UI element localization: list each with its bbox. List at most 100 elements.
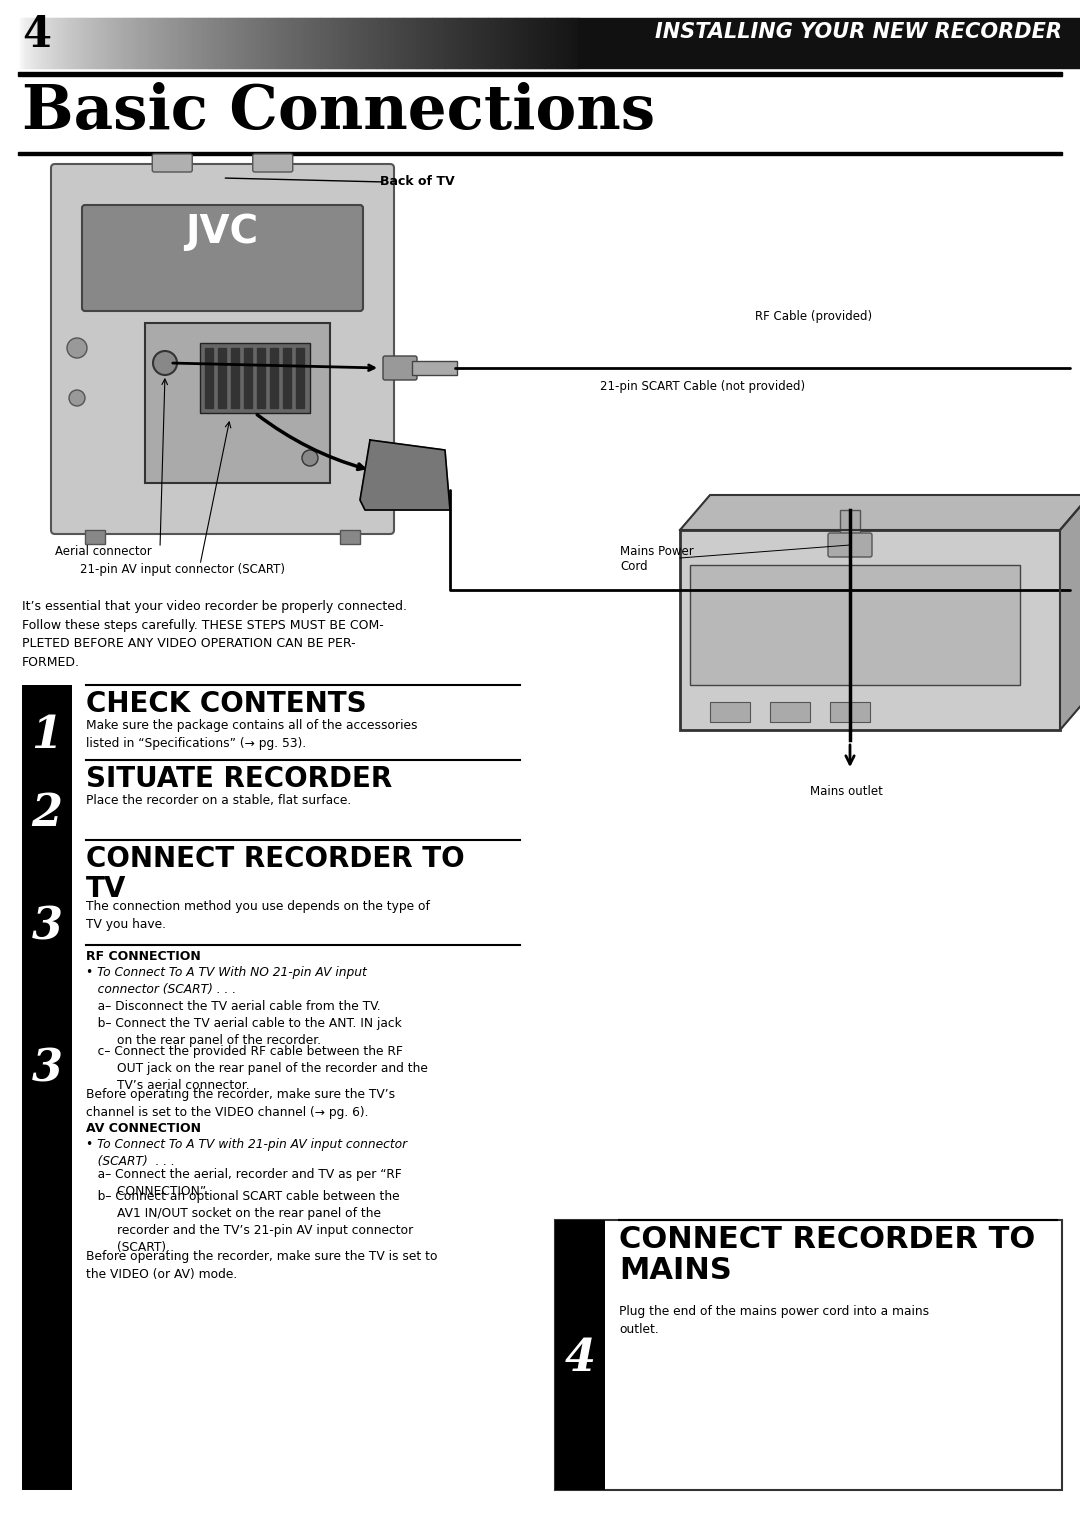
Bar	[219, 18, 222, 69]
Bar	[552, 18, 555, 69]
Bar	[414, 18, 417, 69]
Bar	[328, 18, 330, 69]
Bar	[710, 702, 750, 722]
Bar	[770, 702, 810, 722]
Bar	[513, 18, 515, 69]
Bar	[363, 18, 366, 69]
Bar	[390, 18, 392, 69]
Text: Before operating the recorder, make sure the TV’s
channel is set to the VIDEO ch: Before operating the recorder, make sure…	[86, 1088, 395, 1119]
Polygon shape	[1059, 494, 1080, 729]
Text: c– Connect the provided RF cable between the RF
        OUT jack on the rear pan: c– Connect the provided RF cable between…	[86, 1045, 428, 1093]
Bar	[89, 18, 92, 69]
Bar	[546, 18, 549, 69]
Bar	[408, 18, 411, 69]
Bar	[87, 18, 90, 69]
Bar	[503, 18, 507, 69]
Text: 3: 3	[31, 905, 63, 948]
Bar	[498, 18, 501, 69]
Bar	[332, 18, 335, 69]
Bar	[455, 18, 458, 69]
FancyBboxPatch shape	[828, 533, 872, 557]
Bar	[76, 18, 79, 69]
Bar	[486, 18, 489, 69]
Bar	[377, 18, 379, 69]
Bar	[514, 18, 517, 69]
Bar	[100, 18, 103, 69]
Bar	[534, 18, 536, 69]
Bar	[55, 18, 58, 69]
Text: a– Connect the aerial, recorder and TV as per “RF
        CONNECTION”.: a– Connect the aerial, recorder and TV a…	[86, 1167, 402, 1198]
Bar	[19, 18, 23, 69]
Bar	[214, 18, 217, 69]
Bar	[18, 18, 21, 69]
Bar	[270, 18, 273, 69]
Bar	[567, 18, 569, 69]
Polygon shape	[360, 439, 450, 510]
Bar	[201, 18, 204, 69]
Bar	[257, 348, 265, 407]
Bar	[171, 18, 174, 69]
Bar	[380, 18, 383, 69]
Bar	[121, 18, 123, 69]
Text: CONNECT RECORDER TO
TV: CONNECT RECORDER TO TV	[86, 845, 464, 903]
Bar	[246, 18, 248, 69]
Bar	[578, 18, 1080, 69]
Bar	[211, 18, 213, 69]
Bar	[216, 18, 219, 69]
Bar	[275, 18, 279, 69]
Bar	[569, 18, 571, 69]
Bar	[341, 18, 343, 69]
Bar	[160, 18, 163, 69]
Bar	[165, 18, 168, 69]
Text: RF Cable (provided): RF Cable (provided)	[755, 310, 873, 324]
Bar	[268, 18, 271, 69]
Bar	[237, 18, 240, 69]
Bar	[337, 18, 340, 69]
Text: Make sure the package contains all of the accessories
listed in “Specifications”: Make sure the package contains all of th…	[86, 719, 418, 749]
Bar	[342, 18, 346, 69]
Bar	[447, 18, 450, 69]
Bar	[46, 18, 49, 69]
Text: RF CONNECTION: RF CONNECTION	[86, 951, 201, 963]
Bar	[470, 18, 473, 69]
Bar	[570, 18, 573, 69]
Bar	[60, 18, 64, 69]
Bar	[239, 18, 241, 69]
Bar	[296, 348, 303, 407]
Bar	[427, 18, 430, 69]
Bar	[480, 18, 482, 69]
Text: AV CONNECTION: AV CONNECTION	[86, 1122, 201, 1135]
Bar	[221, 18, 225, 69]
Bar	[382, 18, 384, 69]
Bar	[68, 18, 71, 69]
Bar	[270, 348, 278, 407]
Bar	[145, 18, 148, 69]
Bar	[316, 18, 320, 69]
Bar	[37, 18, 40, 69]
Text: Mains Power
Cord: Mains Power Cord	[620, 545, 693, 572]
Bar	[224, 18, 226, 69]
Bar	[280, 18, 282, 69]
Bar	[139, 18, 143, 69]
Bar	[170, 18, 172, 69]
Bar	[485, 18, 487, 69]
Bar	[445, 18, 448, 69]
Bar	[378, 18, 381, 69]
Bar	[369, 18, 372, 69]
Bar	[85, 18, 89, 69]
Bar	[423, 18, 426, 69]
Bar	[555, 1219, 605, 1489]
Bar	[429, 18, 432, 69]
Bar	[31, 18, 33, 69]
Bar	[255, 18, 258, 69]
Bar	[193, 18, 197, 69]
Bar	[440, 18, 443, 69]
Circle shape	[67, 337, 87, 359]
Bar	[260, 18, 264, 69]
Bar	[365, 18, 368, 69]
Bar	[78, 18, 81, 69]
Bar	[200, 343, 310, 414]
Bar	[35, 18, 38, 69]
Bar	[494, 18, 497, 69]
Bar	[229, 18, 232, 69]
